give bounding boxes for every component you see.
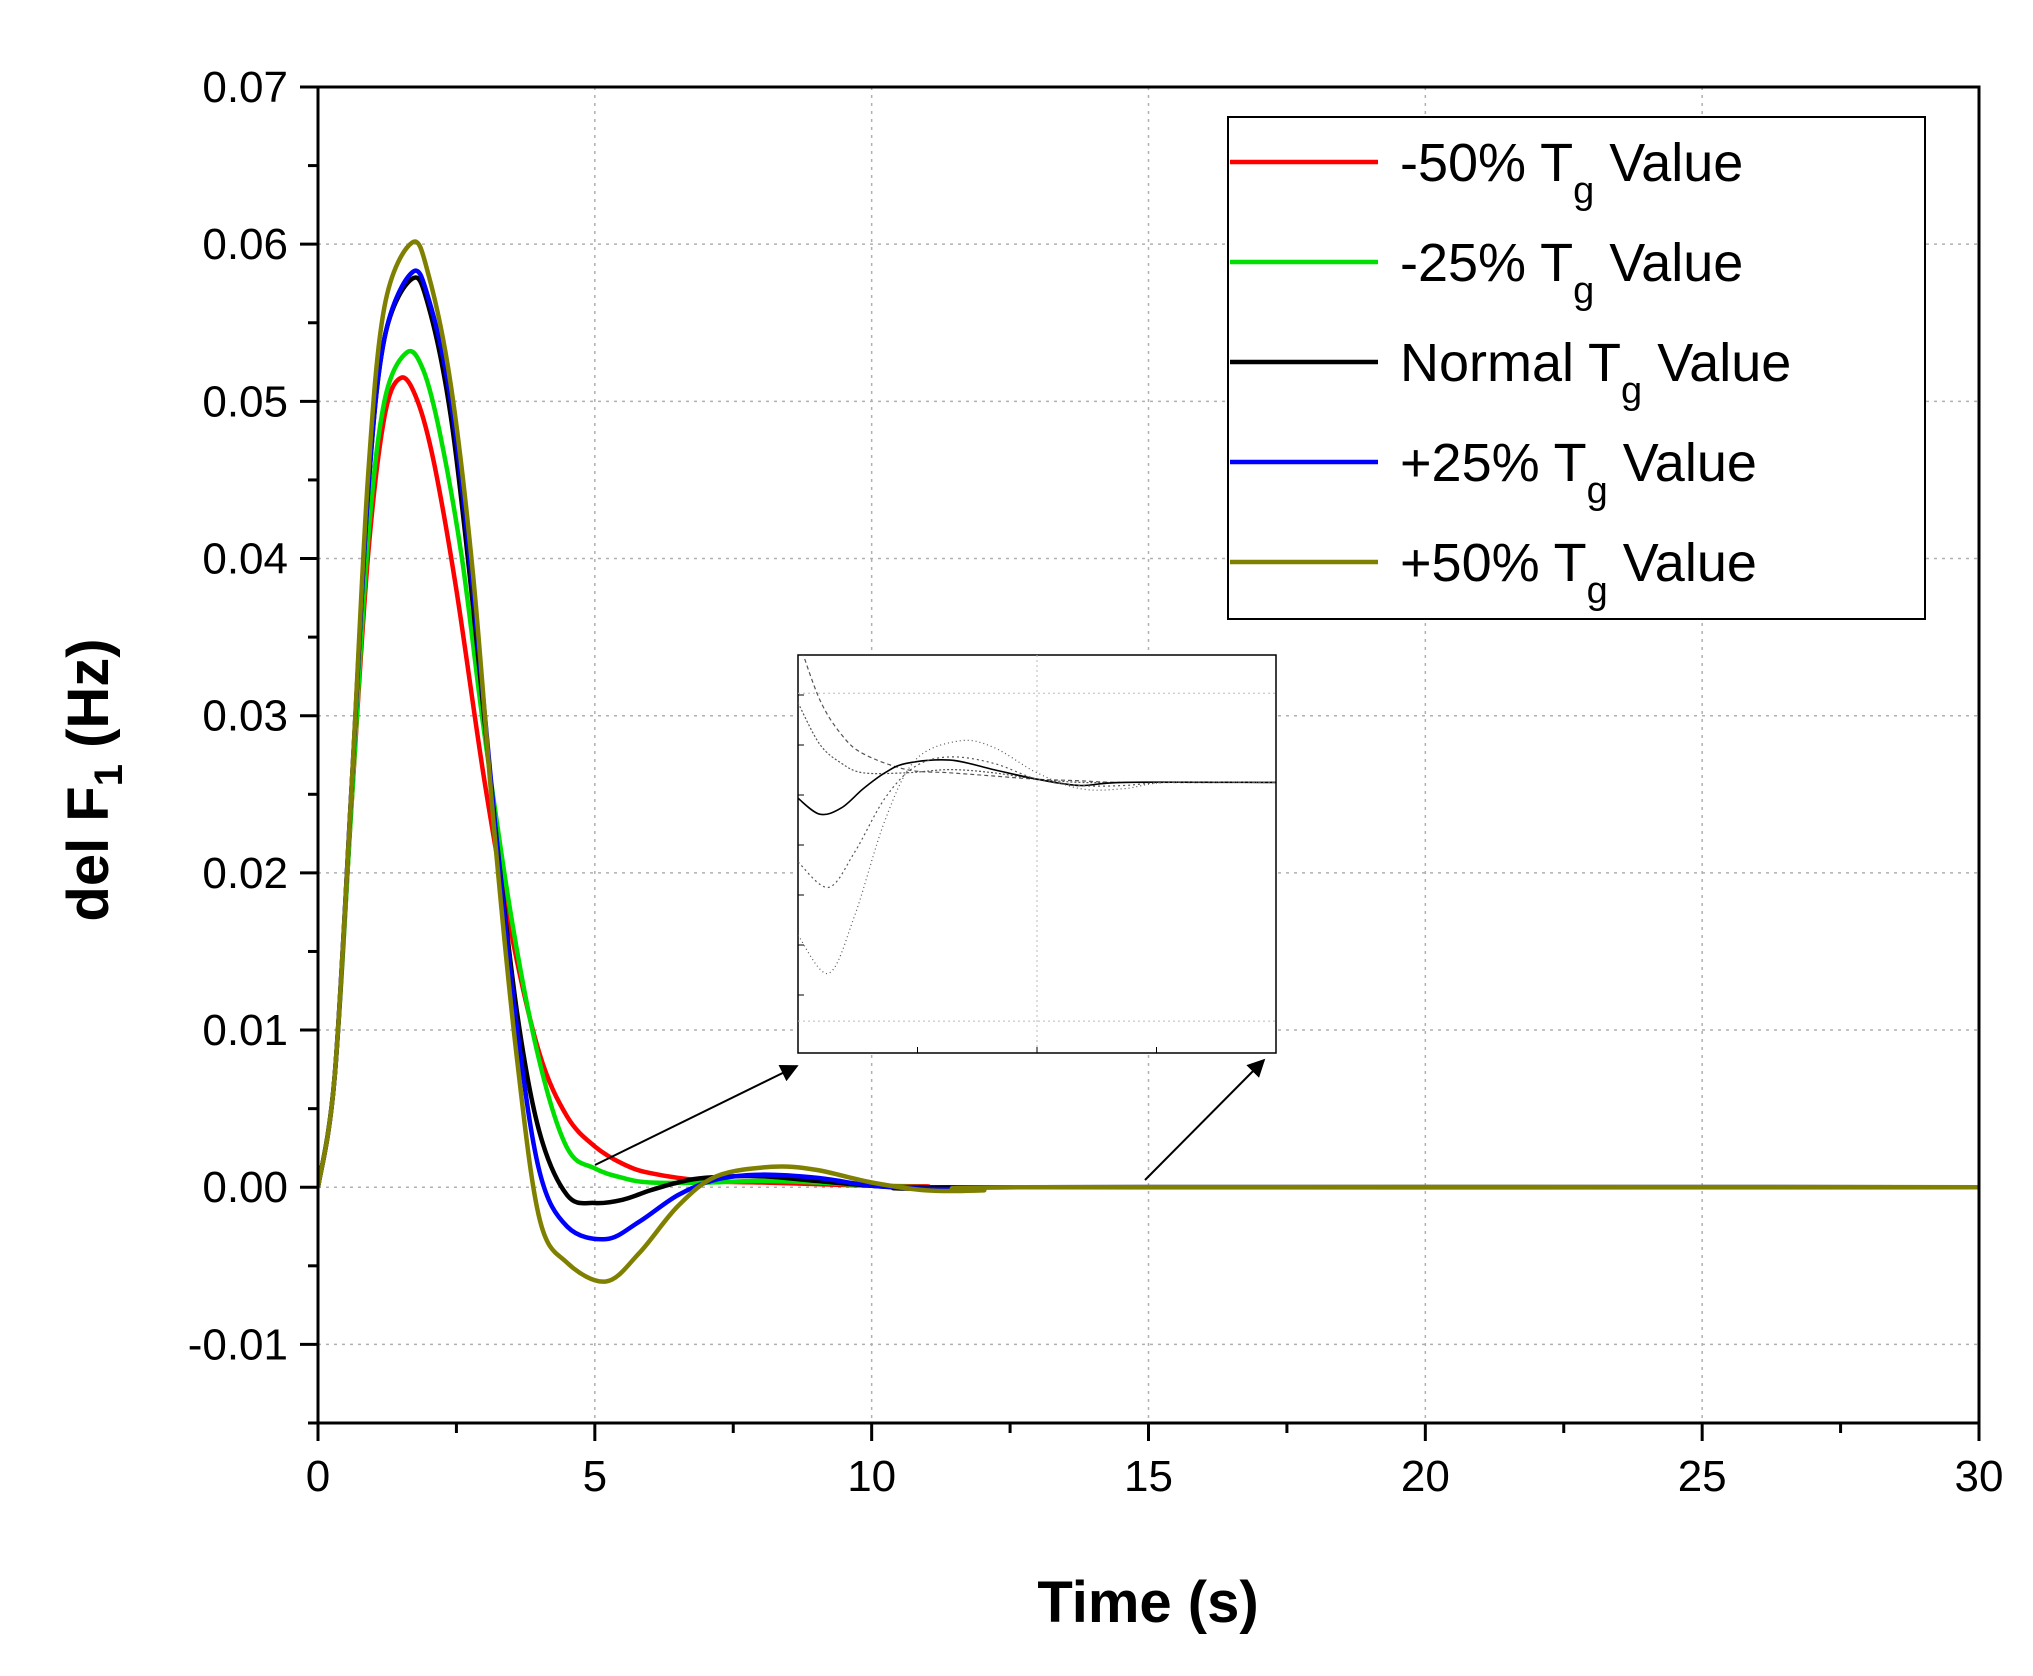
y-axis-title-main: del F xyxy=(56,786,121,921)
legend-box xyxy=(1227,116,1926,620)
y-axis-title-unit: (Hz) xyxy=(56,638,121,764)
legend-label: +50% Tg Value xyxy=(1400,533,1757,612)
x-tick-label: 25 xyxy=(1678,1452,1727,1501)
y-tick-label: 0.03 xyxy=(202,692,288,741)
y-tick-label: 0.06 xyxy=(202,220,288,269)
legend-label-subscript: g xyxy=(1621,370,1642,412)
legend-label-tail: Value xyxy=(1594,233,1743,293)
legend-label-subscript: g xyxy=(1587,470,1608,512)
y-tick-label: 0.00 xyxy=(202,1163,288,1212)
legend-label: -50% Tg Value xyxy=(1400,133,1743,212)
legend-label-main: -50% T xyxy=(1400,133,1573,193)
inset-frame xyxy=(797,654,1277,1054)
axis-ticks xyxy=(300,85,1981,1441)
x-tick-label: 15 xyxy=(1124,1452,1173,1501)
series-line--50-tg-value xyxy=(318,239,1979,1284)
x-tick-label: 20 xyxy=(1401,1452,1450,1501)
y-axis-title-subscript: 1 xyxy=(87,764,131,786)
x-axis-title: Time (s) xyxy=(1037,1570,1258,1635)
y-tick-label: 0.04 xyxy=(202,535,288,584)
y-tick-label: 0.01 xyxy=(202,1006,288,1055)
y-tick-label: -0.01 xyxy=(188,1320,288,1369)
inset-zoom-panel xyxy=(797,654,1277,1054)
legend-label-main: Normal T xyxy=(1400,333,1621,393)
legend-label: +25% Tg Value xyxy=(1400,433,1757,512)
legend-label-tail: Value xyxy=(1608,433,1757,493)
legend-label-subscript: g xyxy=(1573,170,1594,212)
y-tick-label: 0.05 xyxy=(202,377,288,426)
legend-label-subscript: g xyxy=(1573,270,1594,312)
x-tick-label: 30 xyxy=(1955,1452,2004,1501)
legend-label: -25% Tg Value xyxy=(1400,233,1743,312)
legend-label-tail: Value xyxy=(1642,333,1791,393)
y-tick-labels: -0.01 0.00 0.01 0.02 0.03 0.04 0.05 0.06 0.07 xyxy=(188,63,288,1369)
x-tick-label: 0 xyxy=(306,1452,330,1501)
y-tick-label: 0.07 xyxy=(202,63,288,112)
zoom-arrow-right xyxy=(1144,1058,1266,1181)
zoom-arrow-left xyxy=(594,1065,799,1166)
legend-label-tail: Value xyxy=(1608,533,1757,593)
legend-label-main: +50% T xyxy=(1400,533,1587,593)
y-tick-label: 0.02 xyxy=(202,849,288,898)
legend-label-main: +25% T xyxy=(1400,433,1587,493)
x-tick-labels: 0 5 10 15 20 25 30 xyxy=(306,1452,2004,1501)
x-tick-label: 10 xyxy=(847,1452,896,1501)
series-lines xyxy=(318,239,1979,1284)
legend-label-tail: Value xyxy=(1594,133,1743,193)
y-axis-title: del F1 (Hz) xyxy=(56,638,131,921)
legend-label-main: -25% T xyxy=(1400,233,1573,293)
inset-curves xyxy=(798,655,1276,1053)
inset-curve xyxy=(798,756,1276,889)
x-tick-label: 5 xyxy=(583,1452,607,1501)
inset-curve xyxy=(798,759,1276,816)
inset-curve xyxy=(798,739,1276,975)
legend-label-subscript: g xyxy=(1587,570,1608,612)
legend-label: Normal Tg Value xyxy=(1400,333,1791,412)
